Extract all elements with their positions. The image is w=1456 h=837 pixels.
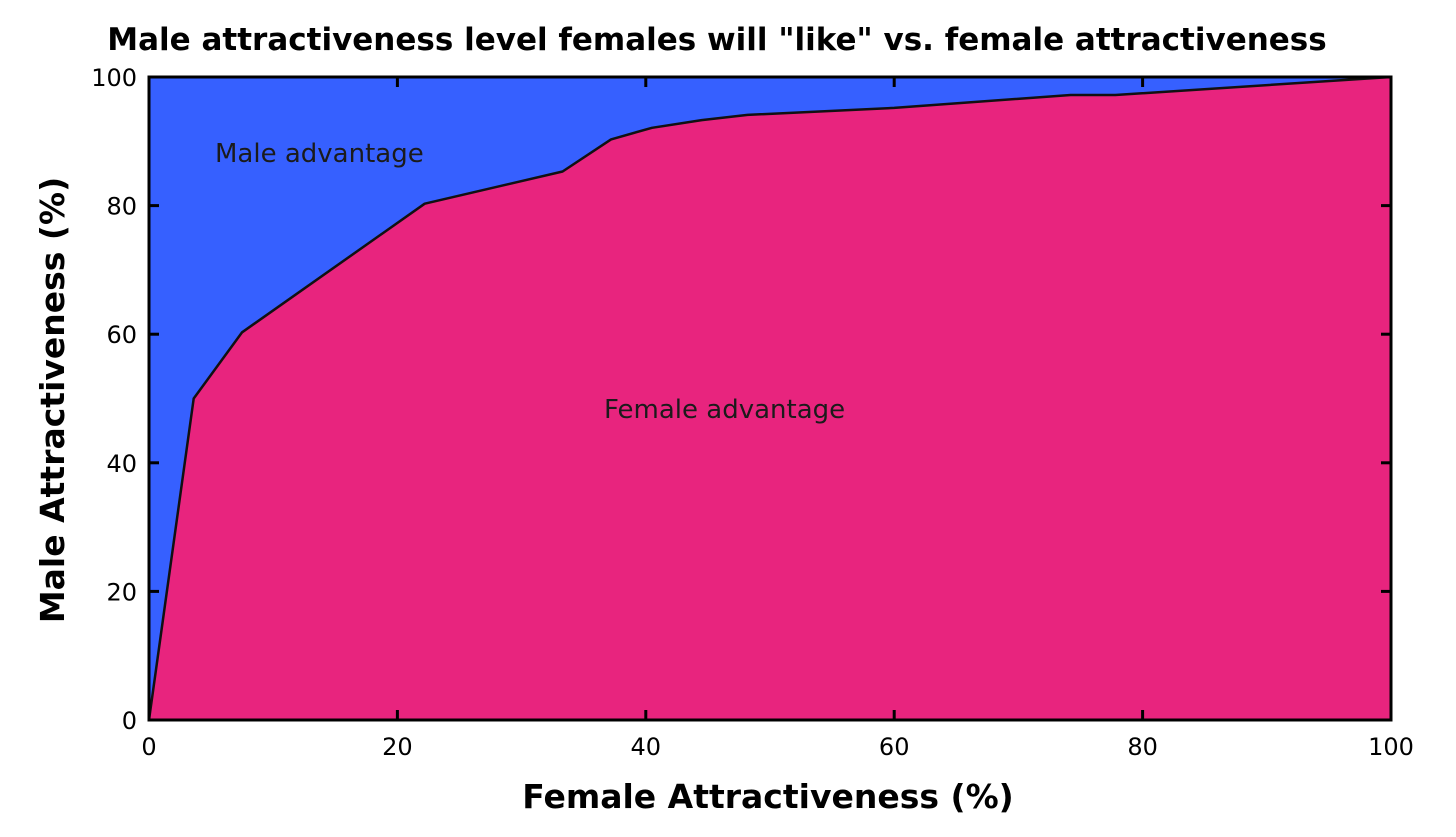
tick-marks [147, 75, 1393, 722]
y-tick-label-40: 40 [106, 450, 137, 478]
female-advantage-region [149, 77, 1391, 720]
chart-title: Male attractiveness level females will "… [107, 22, 1326, 58]
x-tick-label-60: 60 [879, 733, 910, 761]
x-axis-tick-labels: 0 20 40 60 80 100 [141, 733, 1414, 761]
x-tick-label-20: 20 [382, 733, 413, 761]
y-axis-title: Male Attractiveness (%) [33, 177, 72, 623]
x-tick-label-100: 100 [1368, 733, 1414, 761]
y-tick-label-0: 0 [122, 707, 137, 735]
series-line [147, 75, 1392, 721]
plot-frame [147, 75, 1393, 722]
y-tick-label-20: 20 [106, 578, 137, 606]
y-tick-label-60: 60 [106, 321, 137, 349]
y-tick-label-80: 80 [106, 193, 137, 221]
x-tick-label-40: 40 [631, 733, 662, 761]
male-advantage-label: Male advantage [215, 139, 424, 169]
x-axis-title: Female Attractiveness (%) [522, 777, 1013, 816]
x-tick-label-80: 80 [1127, 733, 1158, 761]
y-tick-label-100: 100 [91, 64, 137, 92]
x-tick-label-0: 0 [141, 733, 156, 761]
female-advantage-label: Female advantage [604, 395, 845, 425]
y-axis-tick-labels: 0 20 40 60 80 100 [91, 64, 137, 735]
